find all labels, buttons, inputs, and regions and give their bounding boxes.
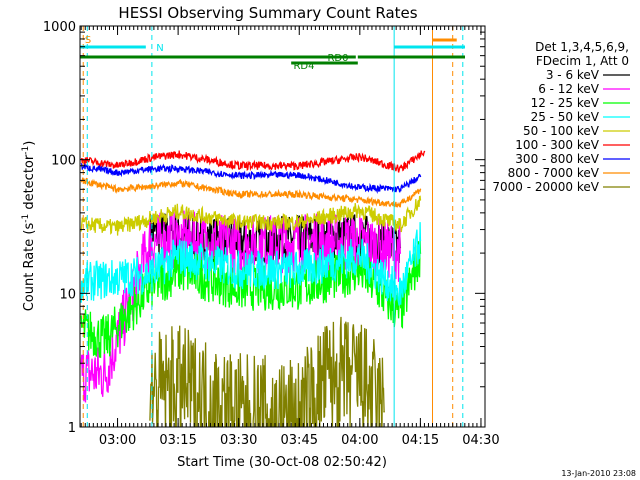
legend-header-2: FDecim 1, Att 0 [536, 54, 629, 68]
y-axis-title-prefix: Count Rate (s [22, 223, 37, 312]
series-end-point [419, 175, 422, 178]
legend-label: 300 - 800 keV [515, 152, 599, 166]
flag-label: N [156, 43, 163, 54]
x-tick-label: 03:45 [281, 433, 318, 448]
x-tick-label: 04:15 [402, 433, 439, 448]
y-tick-label: 10 [59, 287, 76, 302]
series-end-point [383, 410, 385, 413]
flag-label: RD4 [293, 61, 314, 72]
legend-label: 3 - 6 keV [546, 68, 600, 82]
y-axis-title: Count Rate (s-1 detector-1) [21, 141, 37, 312]
x-tick-label: 04:00 [341, 433, 378, 448]
series-line [149, 316, 385, 427]
series-end-point [423, 150, 426, 153]
x-tick-label: 04:30 [462, 433, 499, 448]
y-tick-label: 1 [68, 421, 76, 436]
series-line [80, 177, 422, 209]
series-line [80, 150, 426, 173]
y-axis-title-sup2: -1 [21, 146, 31, 155]
y-tick-label: 100 [51, 154, 76, 169]
y-axis-title-suffix: ) [22, 141, 37, 146]
series-line [80, 195, 422, 236]
x-tick-label: 03:00 [99, 433, 136, 448]
chart-title: HESSI Observing Summary Count Rates [118, 4, 417, 22]
series-end-point [419, 199, 422, 201]
flag-label: RD0 [327, 53, 348, 64]
flags-layer: S N RD0 RD4 [80, 26, 465, 427]
legend-label: 50 - 100 keV [523, 124, 600, 138]
legend-label: 25 - 50 keV [531, 110, 600, 124]
axes-layer: 03:00 03:15 03:30 03:45 04:00 04:15 04:30 1 10 10… [43, 20, 500, 448]
data-layer [80, 150, 426, 427]
plot-frame [79, 25, 486, 428]
legend-label: 12 - 25 keV [531, 96, 600, 110]
legend-label: 6 - 12 keV [538, 82, 600, 96]
series-end-point [419, 188, 422, 191]
flag-label: S [85, 35, 91, 46]
legend-label: 100 - 300 keV [515, 138, 599, 152]
x-axis-title: Start Time (30-Oct-08 02:50:42) [177, 455, 387, 470]
legend-header-1: Det 1,3,4,5,6,9, [535, 40, 629, 54]
timestamp: 13-Jan-2010 23:08 [561, 469, 636, 478]
legend: Det 1,3,4,5,6,9, FDecim 1, Att 0 3 - 6 k… [492, 40, 630, 194]
legend-label: 800 - 7000 keV [508, 166, 600, 180]
series-line [80, 210, 401, 403]
series-line [80, 162, 422, 194]
legend-label: 7000 - 20000 keV [492, 180, 599, 194]
series-line [80, 222, 422, 306]
series-end-point [399, 252, 402, 254]
series-end-point [419, 239, 422, 241]
x-tick-label: 03:30 [220, 433, 257, 448]
y-axis-title-mid: detector [22, 154, 37, 214]
y-axis-title-sup: -1 [21, 214, 31, 223]
x-tick-label: 03:15 [159, 433, 196, 448]
y-tick-label: 1000 [43, 20, 76, 35]
